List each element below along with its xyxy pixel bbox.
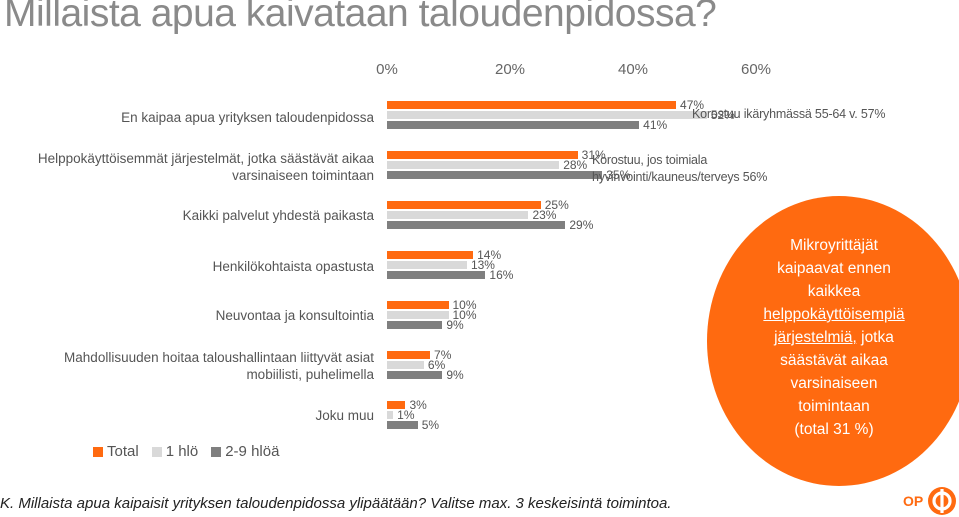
callout-line: (total 31 %) xyxy=(794,421,874,438)
page-title: Millaista apua kaivataan taloudenpidossa… xyxy=(4,0,717,35)
data-label: 5% xyxy=(421,418,440,432)
category-label: Mahdollisuuden hoitaa taloushallintaan l… xyxy=(64,350,374,382)
x-tick-label: 40% xyxy=(617,61,649,78)
legend-label-1-hlo: 1 hlö xyxy=(165,443,199,460)
data-label: 23% xyxy=(532,208,557,222)
category-label: En kaipaa apua yrityksen taloudenpidossa xyxy=(121,110,374,125)
bar-total xyxy=(387,351,431,359)
callout-line: helppokäyttöisempiä xyxy=(763,306,905,323)
bar-2-9-hloa xyxy=(387,371,443,379)
bar-total xyxy=(387,401,406,409)
bar-1-hlo xyxy=(387,411,394,419)
bar-1-hlo xyxy=(387,211,529,219)
op-logo-icon xyxy=(928,487,957,515)
data-label: 3% xyxy=(409,398,427,412)
data-label: 13% xyxy=(470,258,495,272)
data-label: 6% xyxy=(427,358,446,372)
data-label: 29% xyxy=(569,218,594,232)
annotation-industry-line-1: Korostuu, jos toimiala xyxy=(592,153,708,167)
data-label: 9% xyxy=(446,318,464,332)
legend-swatch-total xyxy=(93,446,103,457)
category-label: Helppokäyttöisemmät järjestelmät, jotka … xyxy=(37,151,374,183)
annotation-age-group: Korostuu ikäryhmässä 55-64 v. 57% xyxy=(692,107,886,121)
callout-line: toimintaan xyxy=(798,398,870,415)
bar-1-hlo xyxy=(387,261,467,269)
bar-total xyxy=(387,201,541,209)
x-tick-label: 20% xyxy=(494,61,526,78)
legend-label-total: Total xyxy=(107,443,139,460)
legend-swatch-1-hlo xyxy=(151,446,162,457)
bar-1-hlo xyxy=(387,111,707,119)
survey-question: K. Millaista apua kaipaisit yrityksen ta… xyxy=(0,495,672,512)
annotation-industry-line-2: hyvinvointi/kauneus/terveys 56% xyxy=(592,170,768,184)
bar-2-9-hloa xyxy=(387,121,640,129)
category-label: Kaikki palvelut yhdestä paikasta xyxy=(182,208,374,223)
data-label: 31% xyxy=(581,148,606,162)
data-label: 41% xyxy=(643,118,668,132)
data-label: 25% xyxy=(544,198,569,212)
legend-label-2-9-hloa: 2-9 hlöä xyxy=(225,443,280,460)
callout-line: Mikroyrittäjät xyxy=(790,237,878,254)
data-label: 14% xyxy=(477,248,502,262)
callout-line: varsinaiseen xyxy=(790,375,878,392)
legend-item-2-9-hloa: 2-9 hlöä xyxy=(211,443,279,460)
x-tick-label: 60% xyxy=(740,61,772,78)
bar-2-9-hloa xyxy=(387,421,418,429)
data-label: 35% xyxy=(606,168,631,182)
annotation-industry: Korostuu, jos toimiala hyvinvointi/kaune… xyxy=(592,152,767,186)
data-label: 10% xyxy=(452,308,477,322)
category-label: Henkilökohtaista opastusta xyxy=(212,259,374,274)
chart-legend: Total 1 hlö 2-9 hlöä xyxy=(93,443,287,460)
bar-2-9-hloa xyxy=(387,321,443,329)
x-tick-label: 0% xyxy=(376,61,398,78)
op-logo: OP xyxy=(903,486,957,516)
callout-text: Mikroyrittäjät kaipaavat ennen kaikkea help… xyxy=(737,234,931,441)
data-label: 47% xyxy=(680,98,705,112)
bar-2-9-hloa xyxy=(387,171,603,179)
bar-1-hlo xyxy=(387,161,560,169)
category-label: Joku muu xyxy=(315,408,374,423)
callout-line: kaipaavat ennen xyxy=(777,260,891,277)
logo-text: OP xyxy=(903,493,924,509)
bar-total xyxy=(387,101,677,109)
highlight-callout: Mikroyrittäjät kaipaavat ennen kaikkea help… xyxy=(707,196,959,486)
bar-total xyxy=(387,151,578,159)
bar-1-hlo xyxy=(387,361,424,369)
legend-swatch-2-9-hloa xyxy=(211,446,222,457)
legend-item-1-hlo: 1 hlö xyxy=(151,443,199,460)
callout-line: kaikkea xyxy=(807,283,861,300)
data-label: 9% xyxy=(446,368,464,382)
bar-1-hlo xyxy=(387,311,449,319)
data-label: 52% xyxy=(710,108,735,122)
bar-total xyxy=(387,301,449,309)
bar-2-9-hloa xyxy=(387,221,566,229)
data-label: 7% xyxy=(434,348,452,362)
category-label: Neuvontaa ja konsultointia xyxy=(215,308,374,323)
data-label: 10% xyxy=(452,298,477,312)
data-label: 16% xyxy=(489,268,514,282)
legend-item-total: Total xyxy=(93,443,139,460)
bar-2-9-hloa xyxy=(387,271,486,279)
data-label: 1% xyxy=(397,408,415,422)
data-label: 28% xyxy=(563,158,588,172)
bar-total xyxy=(387,251,474,259)
callout-line: järjestelmiä, jotka xyxy=(774,329,894,346)
callout-line: säästävät aikaa xyxy=(780,352,888,369)
